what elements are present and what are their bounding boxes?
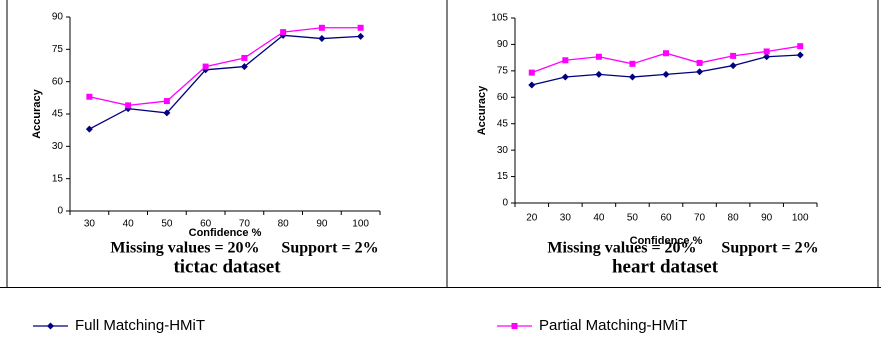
marker	[528, 69, 535, 76]
y-tick-label: 60	[497, 92, 509, 103]
marker	[357, 32, 365, 40]
x-tick-label: 70	[694, 213, 706, 224]
series-line	[89, 27, 361, 107]
x-tick-label: 90	[316, 219, 328, 230]
legend-label: Full Matching-HMiT	[75, 317, 205, 334]
y-axis-title: Accuracy	[31, 88, 43, 138]
marker	[730, 52, 737, 59]
marker	[729, 62, 737, 70]
marker	[797, 43, 804, 50]
marker	[663, 50, 669, 57]
marker	[763, 48, 770, 55]
marker	[202, 63, 209, 70]
y-tick-label: 45	[52, 109, 64, 120]
note: Support = 2%	[281, 240, 378, 257]
marker	[47, 322, 54, 330]
x-tick-label: 80	[278, 219, 290, 230]
x-axis-title: Confidence %	[189, 227, 262, 239]
y-tick-label: 75	[52, 44, 64, 55]
marker	[318, 24, 325, 31]
y-tick-label: 75	[497, 65, 509, 76]
marker	[796, 51, 804, 59]
marker	[763, 53, 771, 61]
marker	[561, 73, 569, 81]
x-tick-label: 90	[761, 213, 773, 224]
x-tick-label: 40	[123, 219, 135, 230]
marker	[696, 68, 704, 76]
x-tick-label: 40	[593, 213, 605, 224]
marker	[595, 70, 603, 78]
y-tick-label: 0	[502, 198, 508, 209]
y-tick-label: 30	[497, 145, 509, 156]
marker	[85, 125, 93, 133]
x-tick-label: 30	[84, 219, 96, 230]
y-tick-label: 0	[57, 206, 63, 217]
marker	[629, 60, 636, 67]
x-tick-label: 100	[792, 213, 809, 224]
x-axis-title: Confidence %	[630, 235, 703, 247]
marker	[163, 109, 171, 117]
marker	[357, 24, 364, 31]
y-tick-label: 45	[497, 118, 509, 129]
marker	[86, 93, 93, 100]
y-tick-label: 105	[491, 13, 508, 24]
x-tick-label: 60	[200, 219, 212, 230]
note: Support = 2%	[721, 240, 818, 257]
series-line	[531, 45, 801, 74]
y-tick-label: 90	[52, 12, 64, 23]
marker	[280, 29, 287, 36]
series-line	[89, 34, 361, 130]
marker	[241, 54, 248, 61]
marker	[696, 59, 703, 66]
marker	[528, 81, 536, 89]
y-tick-label: 15	[52, 173, 64, 184]
chart-title: tictac dataset	[173, 256, 281, 277]
y-tick-label: 60	[52, 76, 64, 87]
x-tick-label: 60	[660, 213, 672, 224]
marker	[318, 35, 326, 43]
x-tick-label: 50	[161, 219, 173, 230]
x-tick-label: 70	[239, 219, 251, 230]
y-tick-label: 90	[497, 39, 509, 50]
marker	[628, 73, 636, 81]
marker	[662, 70, 670, 78]
marker	[240, 63, 248, 71]
marker	[511, 323, 518, 329]
legend-label: Partial Matching-HMiT	[539, 317, 687, 334]
marker	[595, 53, 602, 60]
x-tick-label: 20	[526, 213, 538, 224]
x-tick-label: 30	[560, 213, 572, 224]
y-axis-title: Accuracy	[476, 85, 488, 135]
marker	[163, 98, 170, 105]
marker	[562, 57, 569, 64]
x-tick-label: 100	[352, 219, 369, 230]
marker	[125, 102, 132, 109]
y-tick-label: 30	[52, 141, 64, 152]
y-tick-label: 15	[497, 171, 509, 182]
note: Missing values = 20%	[110, 240, 259, 257]
chart-title: heart dataset	[612, 256, 719, 277]
note: Missing values = 20%	[547, 240, 696, 257]
x-tick-label: 50	[627, 213, 639, 224]
x-tick-label: 80	[728, 213, 740, 224]
